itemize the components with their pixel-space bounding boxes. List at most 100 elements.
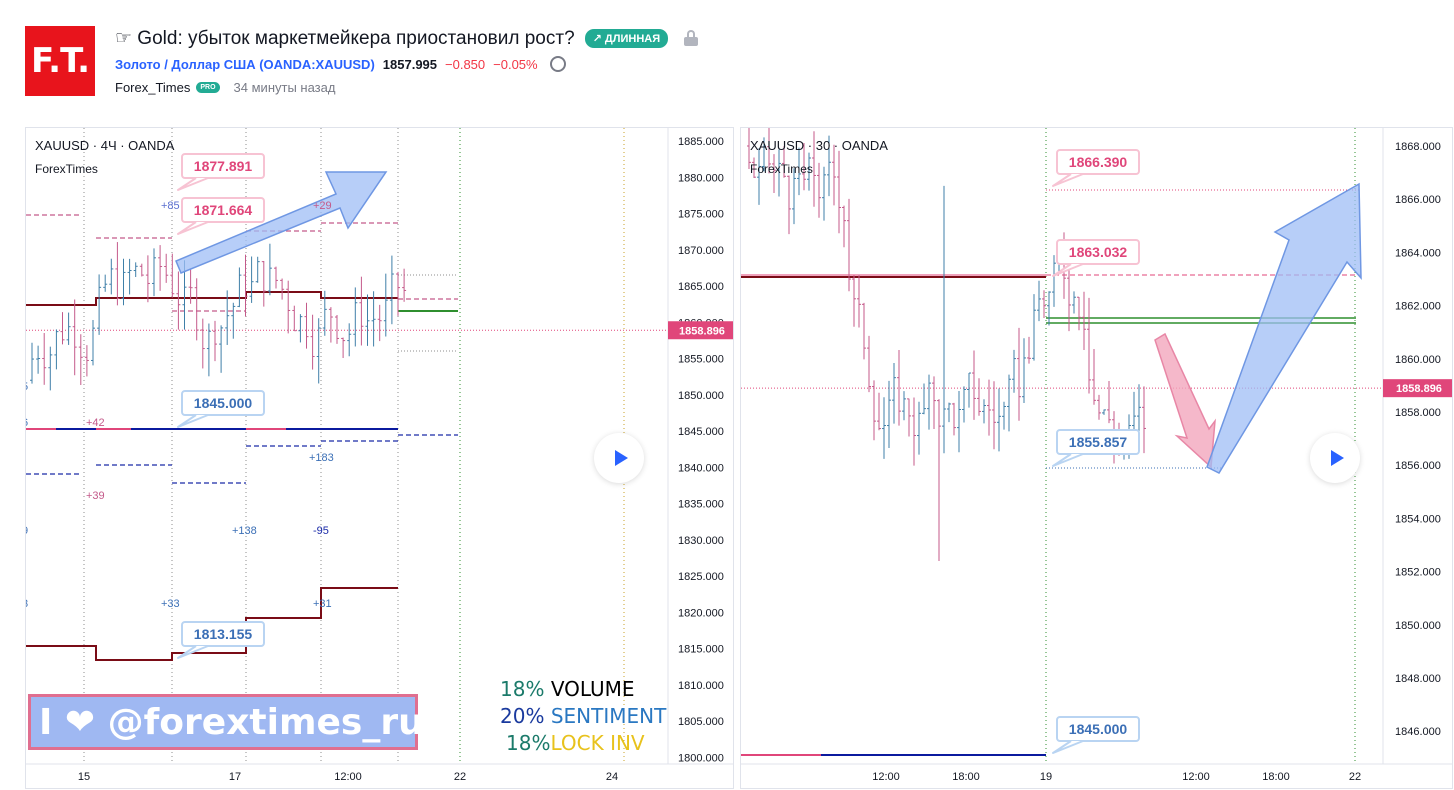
symbol-change: −0.850 [445, 56, 486, 72]
callout-1866-box [1056, 149, 1140, 175]
y-tick-label: 1858.000 [1395, 407, 1441, 419]
author-name[interactable]: Forex_Times [115, 80, 191, 95]
symbol-change-pct: −0.05% [493, 56, 538, 72]
y-tick-label: 1875.000 [678, 209, 724, 221]
x-tick-label: 19 [1040, 771, 1052, 783]
callout-1845-r-box [1056, 716, 1140, 742]
x-tick-label: 12:00 [334, 771, 362, 783]
level-delta-label: 9 [26, 525, 28, 537]
y-tick-label: 1854.000 [1395, 513, 1441, 525]
level-delta-label: +29 [313, 200, 332, 212]
level-delta-label: +33 [161, 598, 180, 610]
y-tick-label: 1860.000 [1395, 354, 1441, 366]
y-tick-label: 1825.000 [678, 571, 724, 583]
left-chart-canvas[interactable]: 1877.891 1871.664 1845.000 1813.155 +85 +29 +… [26, 128, 734, 789]
stat-lock-inv-label: LOCK INV [550, 731, 645, 755]
level-step-line [26, 291, 398, 306]
y-tick-label: 1864.000 [1395, 247, 1441, 259]
symbol-link[interactable]: Золото / Доллар США (OANDA:XAUUSD) [115, 56, 375, 72]
idea-title-row: ☞ Gold: убыток маркетмейкера приостанови… [115, 26, 699, 50]
left-play-button[interactable] [594, 433, 644, 483]
x-tick-label: 12:00 [872, 771, 900, 783]
x-tick-label: 18:00 [1262, 771, 1290, 783]
stat-lock-inv-pct: 18% [506, 731, 551, 755]
y-tick-label: 1810.000 [678, 680, 724, 692]
callout-1845-box [181, 390, 265, 416]
current-price-label: 1858.896 [679, 325, 725, 337]
level-step-line [26, 587, 398, 661]
x-tick-label: 22 [1349, 771, 1361, 783]
publish-time: 34 минуты назад [233, 80, 336, 95]
callout-1866-tail [1052, 173, 1084, 187]
alarm-clock-icon[interactable] [549, 56, 566, 72]
level-delta-label: +183 [309, 452, 334, 464]
y-tick-label: 1815.000 [678, 644, 724, 656]
y-tick-label: 1850.000 [678, 390, 724, 402]
author-row: Forex_Times PRO 34 минуты назад [115, 80, 335, 95]
callout-1871-tail [177, 221, 209, 235]
y-tick-label: 1856.000 [1395, 460, 1441, 472]
idea-title: ☞ Gold: убыток маркетмейкера приостанови… [115, 27, 575, 49]
y-tick-label: 1885.000 [678, 136, 724, 148]
level-delta-label: +138 [232, 525, 257, 537]
y-tick-label: 1870.000 [678, 245, 724, 257]
left-chart-legend: XAUUSD · 4Ч · OANDA [35, 138, 175, 153]
level-delta-label: +85 [161, 200, 180, 212]
left-chart-panel[interactable]: 1877.891 1871.664 1845.000 1813.155 +85 +29 +… [25, 127, 734, 789]
pro-badge: PRO [196, 82, 220, 93]
x-tick-label: 22 [454, 771, 466, 783]
callout-1863-text: 1863.032 [1069, 244, 1128, 260]
symbol-row: Золото / Доллар США (OANDA:XAUUSD) 1857.… [115, 56, 566, 72]
right-chart-sublegend: ForexTimes [750, 162, 813, 176]
right-play-button[interactable] [1310, 433, 1360, 483]
y-tick-label: 1840.000 [678, 462, 724, 474]
x-tick-label: 24 [606, 771, 618, 783]
author-logo[interactable]: F.T. [25, 26, 95, 96]
y-tick-label: 1830.000 [678, 535, 724, 547]
level-delta-label: 5 [26, 381, 28, 393]
callout-1813-tail [177, 645, 209, 659]
forecast-up-arrow [175, 171, 388, 274]
watermark-banner: I ❤ @forextimes_ru [28, 694, 424, 750]
stat-volume: 18% VOLUME [500, 676, 666, 703]
callout-1871-box [181, 197, 265, 223]
y-tick-label: 1865.000 [678, 281, 724, 293]
callout-1877-text: 1877.891 [194, 158, 253, 174]
forecast-down-arrow [1154, 332, 1216, 469]
x-tick-label: 17 [229, 771, 241, 783]
stat-sentiment-pct: 20% [500, 704, 545, 728]
y-tick-label: 1850.000 [1395, 620, 1441, 632]
left-chart-sublegend: ForexTimes [35, 162, 98, 176]
y-tick-label: 1862.000 [1395, 301, 1441, 313]
y-tick-label: 1852.000 [1395, 567, 1441, 579]
lock-icon [684, 30, 699, 46]
level-delta-label: +39 [86, 490, 105, 502]
y-tick-label: 1845.000 [678, 426, 724, 438]
stat-sentiment: 20% SENTIMENT [500, 703, 666, 730]
current-price-label-bg [1383, 379, 1452, 398]
logo-text: F.T. [30, 41, 90, 81]
level-delta-label: +31 [313, 598, 332, 610]
y-tick-label: 1868.000 [1395, 141, 1441, 153]
current-price-label-bg [668, 321, 733, 340]
current-price-label: 1858.896 [1396, 383, 1442, 395]
forecast-up-arrow [1206, 182, 1362, 474]
y-tick-label: 1880.000 [678, 172, 724, 184]
callout-1845-r-tail [1052, 740, 1084, 754]
callout-1855-box [1056, 429, 1140, 455]
y-tick-label: 1800.000 [678, 752, 724, 764]
right-chart-panel[interactable]: 1866.390 1863.032 1855.857 1845.000 1868.00… [740, 127, 1453, 789]
callout-1813-box [181, 621, 265, 647]
callout-1845-text: 1845.000 [194, 395, 253, 411]
x-tick-label: 15 [78, 771, 90, 783]
right-chart-legend: XAUUSD · 30 · OANDA [750, 138, 888, 153]
stat-volume-pct: 18% [500, 677, 545, 701]
x-tick-label: 12:00 [1182, 771, 1210, 783]
symbol-price: 1857.995 [382, 56, 438, 72]
right-chart-canvas[interactable]: 1866.390 1863.032 1855.857 1845.000 1868.00… [741, 128, 1453, 789]
stats-block: 18% VOLUME 20% SENTIMENT 18%LOCK INV [500, 676, 666, 757]
y-tick-label: 1855.000 [678, 354, 724, 366]
y-tick-label: 1820.000 [678, 607, 724, 619]
callout-1855-text: 1855.857 [1069, 434, 1128, 450]
stat-sentiment-label: SENTIMENT [550, 704, 667, 728]
